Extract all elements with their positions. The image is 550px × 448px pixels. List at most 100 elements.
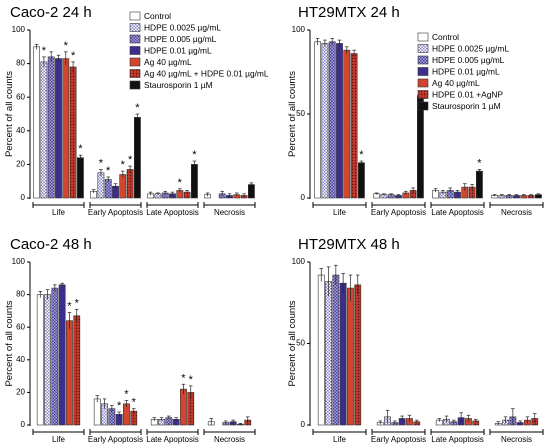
chart-title: Caco-2 48 h — [10, 236, 92, 253]
bar-control-life — [36, 294, 44, 426]
significance-marker: * — [67, 301, 72, 313]
bar-hdpe-0-01-life — [339, 282, 347, 426]
legend-label: Ag 40 µg/mL — [144, 57, 192, 67]
bar-ag-40-late-apoptosis — [180, 388, 187, 426]
category-label-necrosis: Necrosis — [501, 208, 532, 217]
chart-title: HT29MTX 48 h — [298, 236, 400, 253]
legend-label: Staurosporin 1 µM — [432, 101, 501, 111]
category-label-late-apoptosis: Late Apoptosis — [146, 208, 198, 217]
bar-ag-40-life — [62, 58, 70, 199]
y-tick-label: 20 — [16, 160, 25, 169]
legend-swatch — [129, 80, 141, 90]
bar-ag-40-hdpe-0-01-life — [350, 53, 358, 199]
significance-marker: * — [78, 143, 83, 155]
bar-staurosporin-1-late-apoptosis — [475, 170, 483, 199]
significance-marker: * — [71, 50, 76, 62]
significance-marker: * — [189, 374, 194, 386]
significance-marker: * — [106, 165, 111, 177]
y-tick-label: 20 — [16, 388, 25, 397]
y-axis-label: Percent of all counts — [4, 71, 15, 157]
bar-ag-40-life — [66, 320, 73, 426]
legend-label: Ag 40 µg/mL — [432, 78, 480, 88]
bar-hdpe-0-0025-early-apoptosis — [97, 172, 105, 199]
legend-swatch — [417, 101, 429, 111]
legend-label: Control — [144, 11, 171, 21]
bar-staurosporin-1-necrosis — [248, 184, 255, 199]
significance-marker: * — [121, 159, 126, 171]
significance-marker: * — [359, 149, 364, 161]
bar-hdpe-0-01-life — [58, 284, 66, 426]
bar-hdpe-0-01-life — [55, 58, 62, 199]
bar-hdpe-0-005-life — [328, 41, 336, 199]
y-tick-label: 80 — [16, 59, 25, 68]
bar-control-life — [33, 46, 40, 199]
bar-staurosporin-1-early-apoptosis — [134, 117, 141, 199]
y-tick-label: 40 — [16, 355, 25, 364]
legend-label: Staurosporin 1 µM — [144, 80, 213, 90]
legend-swatch — [417, 32, 429, 42]
significance-marker: * — [117, 400, 122, 412]
category-label-early-apoptosis: Early Apoptosis — [371, 435, 426, 444]
y-tick-label: 0 — [21, 420, 26, 429]
legend-label: HDPE 0.0025 µg/mL — [144, 23, 221, 33]
category-label-necrosis: Necrosis — [214, 435, 245, 444]
bar-hdpe-0-0025-life — [44, 294, 51, 426]
y-axis-label: Percent of all counts — [287, 300, 298, 386]
bar-hdpe-0-01-life — [336, 43, 343, 199]
bar-hdpe-0-0025-life — [40, 61, 48, 199]
category-label-life: Life — [333, 435, 346, 444]
legend-swatch — [417, 67, 429, 76]
category-label-late-apoptosis: Late Apoptosis — [431, 208, 483, 217]
category-label-life: Life — [52, 208, 65, 217]
bar-staurosporin-1-late-apoptosis — [191, 164, 198, 199]
legend-swatch — [417, 78, 429, 88]
significance-marker: * — [181, 372, 186, 384]
bar-staurosporin-1-life — [77, 157, 84, 199]
chart-panel-2: HT29MTX 24 h Percent of all counts 0 50 100 L… — [287, 4, 544, 217]
y-tick-label: 80 — [16, 290, 25, 299]
category-label-early-apoptosis: Early Apoptosis — [88, 435, 143, 444]
y-tick-label: 50 — [296, 339, 305, 348]
bar-ag-40-life — [343, 49, 351, 199]
bar-staurosporin-1-life — [357, 162, 365, 199]
bar-ag-40-hdpe-0-01-life — [354, 284, 362, 426]
significance-marker: * — [64, 40, 69, 52]
bar-control-life — [317, 274, 325, 426]
bar-control-early-apoptosis — [93, 398, 101, 426]
category-label-life: Life — [333, 208, 346, 217]
legend-swatch — [417, 55, 429, 65]
y-tick-label: 100 — [12, 257, 26, 266]
legend-swatch — [417, 44, 429, 53]
legend-label: HDPE 0.01 µg/mL — [144, 46, 212, 56]
legend-swatch — [129, 57, 141, 67]
chart-panel-4: HT29MTX 48 h Percent of all counts 0 50 100 L… — [287, 236, 544, 444]
y-tick-label: 40 — [16, 126, 25, 135]
legend-swatch — [417, 90, 429, 99]
category-label-necrosis: Necrosis — [501, 435, 532, 444]
y-tick-label: 100 — [292, 25, 306, 34]
bar-hdpe-0-005-life — [51, 287, 59, 426]
bar-ag-40-early-apoptosis — [119, 174, 127, 199]
significance-marker: * — [99, 157, 104, 169]
legend-label: HDPE 0.0025 µg/mL — [432, 44, 509, 54]
chart-title: Caco-2 24 h — [10, 4, 92, 21]
y-tick-label: 0 — [301, 193, 306, 202]
category-label-early-apoptosis: Early Apoptosis — [88, 208, 143, 217]
bar-ag-40-hdpe-0-01-life — [69, 66, 77, 199]
legend-swatch — [129, 46, 141, 55]
bar-control-life — [314, 41, 321, 199]
legend-label: Control — [432, 32, 459, 42]
legend-label: HDPE 0.01 µg/mL — [432, 67, 500, 77]
chart-title: HT29MTX 24 h — [298, 4, 400, 21]
chart-panel-3: Caco-2 48 h Percent of all counts 0 20 40 60 8… — [4, 236, 256, 444]
significance-marker: * — [128, 154, 133, 166]
y-axis-label: Percent of all counts — [287, 71, 298, 157]
significance-marker: * — [135, 102, 140, 114]
significance-marker: * — [42, 45, 47, 57]
bar-hdpe-0-0025-life — [321, 43, 329, 199]
bar-ag-40-life — [347, 287, 354, 426]
significance-marker: * — [192, 149, 197, 161]
